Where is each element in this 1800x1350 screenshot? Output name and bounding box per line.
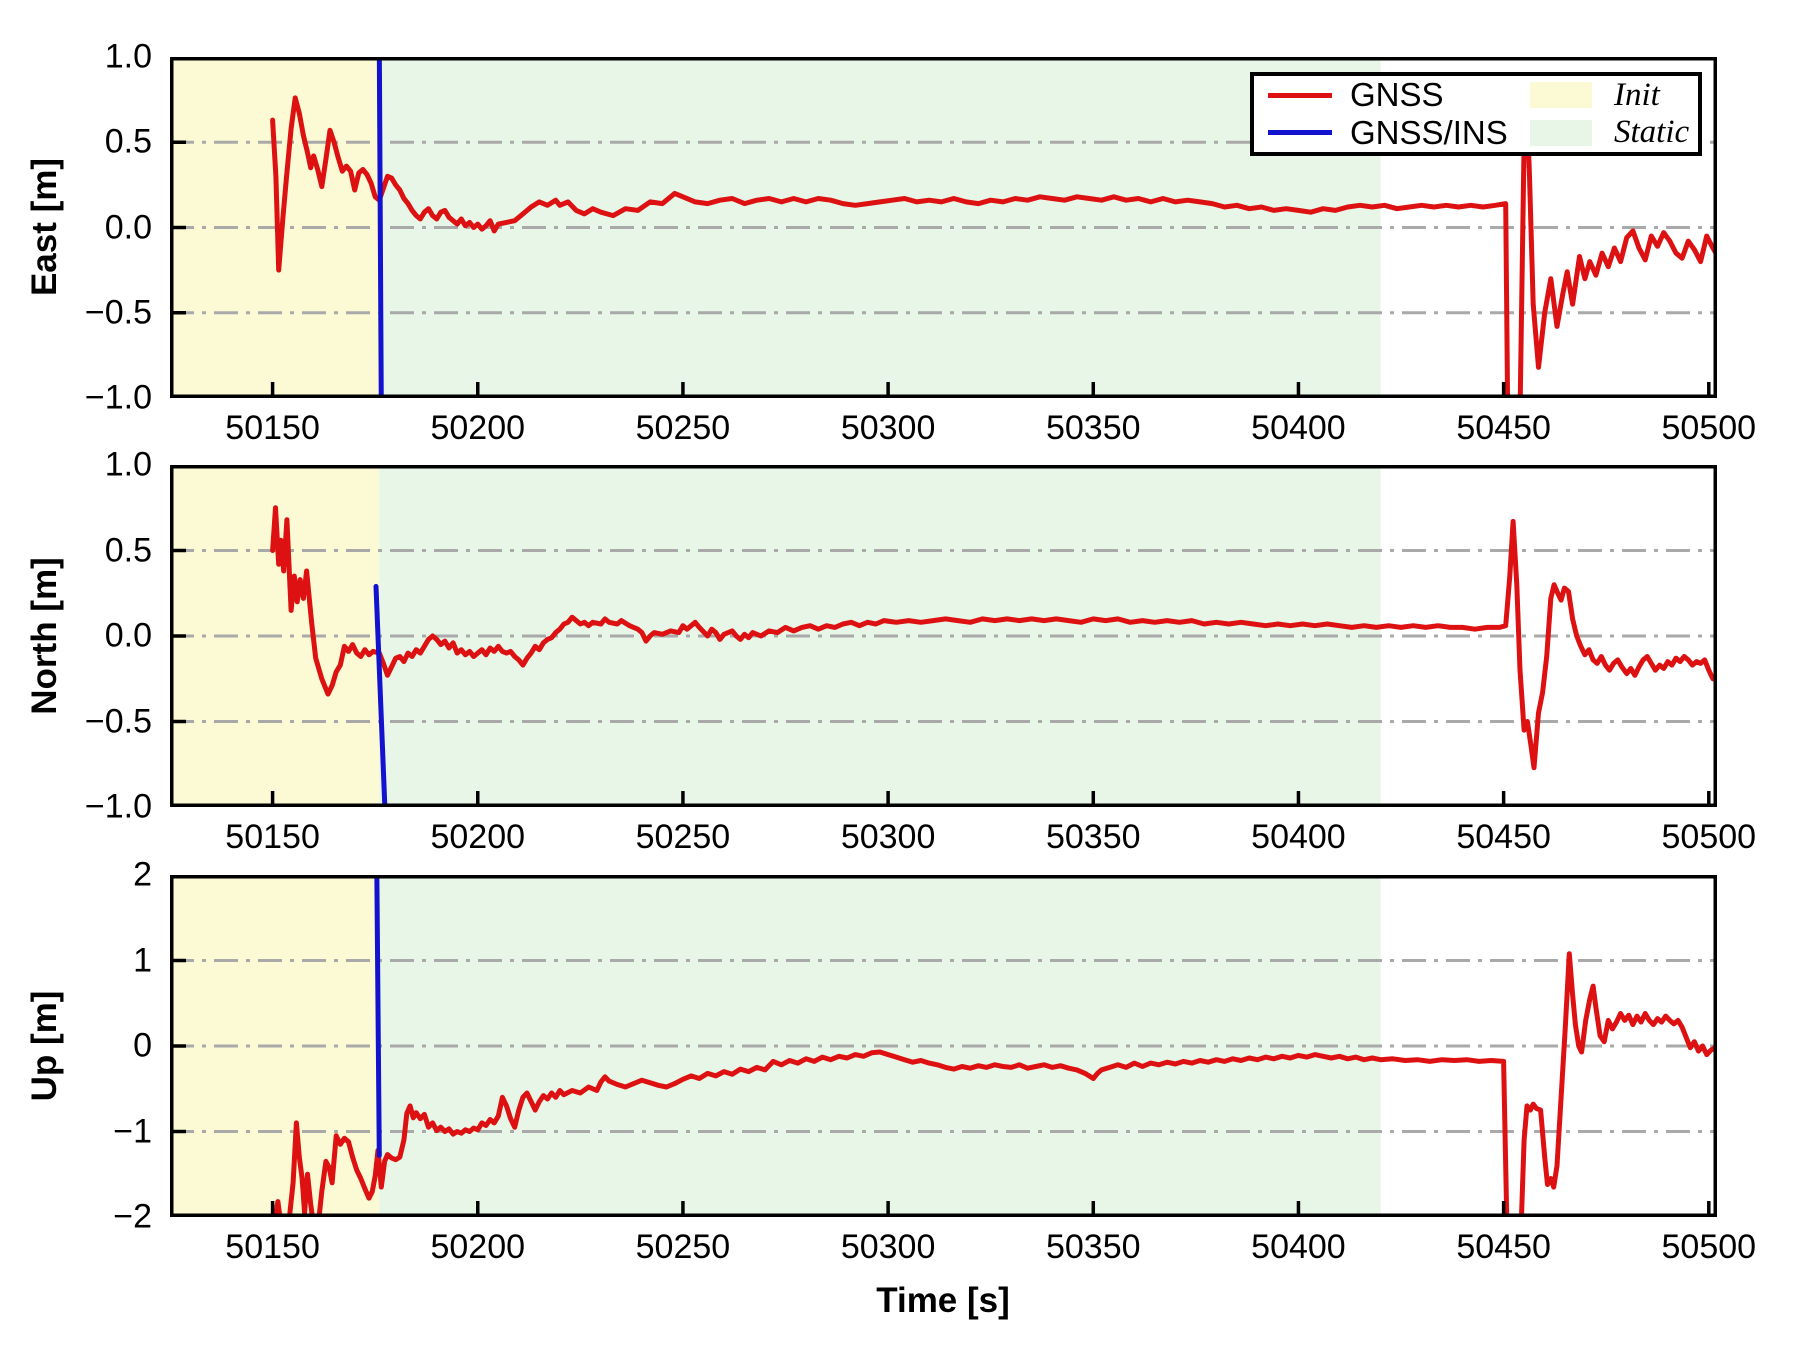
x-tick-label: 50200: [430, 818, 526, 856]
x-tick-label: 50500: [1661, 1228, 1757, 1266]
series-gnss: [270, 505, 1717, 771]
x-tick-label: 50350: [1045, 1228, 1141, 1266]
x-tick-label: 50250: [635, 818, 731, 856]
y-tick-label: 0: [133, 1026, 152, 1065]
up-plot-area: [170, 875, 1717, 1217]
x-tick-label: 50350: [1045, 409, 1141, 447]
x-tick-label: 50150: [225, 409, 320, 447]
x-tick-label: 50350: [1045, 818, 1141, 856]
legend-row-2: GNSS/INS Static: [1254, 113, 1698, 151]
series-gnss: [271, 951, 1717, 1217]
y-tick-label: 0.0: [104, 208, 152, 246]
up-y-tick-labels: 2 1 0 −1 −2: [0, 856, 158, 1236]
x-tick-label: 50450: [1456, 409, 1551, 447]
x-tick-label: 50450: [1456, 818, 1551, 856]
east-y-tick-labels: 1.0 0.5 0.0 −0.5 −1.0: [0, 38, 158, 417]
north-y-tick-labels: 1.0 0.5 0.0 −0.5 −1.0: [0, 446, 158, 826]
series-gnss-ins: [376, 57, 384, 398]
north-x-tick-labels: 50150 50200 50250 50300 50350 50400 50450 50500: [170, 817, 1756, 861]
x-tick-label: 50300: [840, 818, 936, 856]
north-plot-area: [170, 465, 1717, 807]
y-tick-label: −0.5: [84, 293, 152, 332]
series-gnss-ins: [373, 583, 388, 807]
y-tick-label: 2: [133, 855, 152, 894]
y-tick-label: −1.0: [84, 787, 152, 826]
legend-line-gnss-icon: [1268, 92, 1332, 98]
legend-label-gnss: GNSS: [1350, 76, 1444, 114]
x-tick-label: 50150: [225, 1228, 320, 1266]
x-tick-label: 50250: [635, 409, 731, 447]
y-tick-label: −2: [113, 1197, 152, 1236]
legend-patch-init-icon: [1530, 82, 1592, 109]
legend: GNSS Init GNSS/INS Static: [1250, 72, 1702, 156]
y-tick-label: 1.0: [104, 445, 152, 484]
x-tick-label: 50400: [1251, 409, 1346, 447]
legend-label-init: Init: [1614, 76, 1660, 113]
y-tick-label: 0.5: [104, 122, 152, 161]
series-gnss-ins: [374, 875, 382, 1158]
y-tick-label: 1.0: [104, 37, 152, 76]
y-tick-label: 1: [133, 941, 152, 979]
x-tick-label: 50400: [1251, 818, 1346, 856]
x-tick-label: 50250: [635, 1228, 731, 1266]
series-gnss: [270, 80, 1717, 398]
y-tick-label: 0.5: [104, 531, 152, 569]
east-x-tick-labels: 50150 50200 50250 50300 50350 50400 50450 50500: [170, 408, 1756, 452]
legend-line-gnss-ins-icon: [1268, 130, 1332, 136]
y-tick-label: −1: [113, 1112, 152, 1150]
x-tick-label: 50500: [1661, 818, 1757, 856]
x-tick-label: 50200: [430, 409, 526, 447]
legend-label-static: Static: [1614, 114, 1690, 151]
up-x-tick-labels: 50150 50200 50250 50300 50350 50400 50450 50500: [170, 1227, 1756, 1271]
x-tick-label: 50200: [430, 1228, 526, 1266]
legend-label-gnss-ins: GNSS/INS: [1350, 113, 1508, 151]
x-axis-label: Time [s]: [876, 1281, 1010, 1320]
legend-patch-static-icon: [1530, 119, 1592, 146]
x-tick-label: 50450: [1456, 1228, 1551, 1266]
x-tick-label: 50150: [225, 818, 320, 856]
x-tick-label: 50300: [840, 1228, 936, 1266]
legend-row-1: GNSS Init: [1254, 76, 1698, 114]
y-tick-label: −1.0: [84, 378, 152, 417]
y-tick-label: −0.5: [84, 702, 152, 740]
x-tick-label: 50500: [1661, 409, 1757, 447]
y-tick-label: 0.0: [104, 616, 152, 655]
x-tick-label: 50300: [840, 409, 936, 447]
x-tick-label: 50400: [1251, 1228, 1346, 1266]
